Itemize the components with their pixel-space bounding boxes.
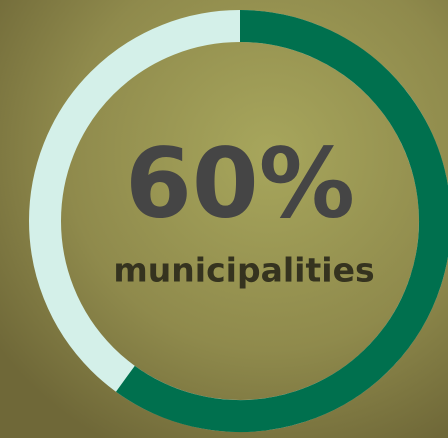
ring-progress	[116, 10, 448, 432]
ring	[29, 10, 448, 432]
value-label: 60%	[125, 127, 355, 239]
caption: municipalities	[113, 251, 374, 290]
